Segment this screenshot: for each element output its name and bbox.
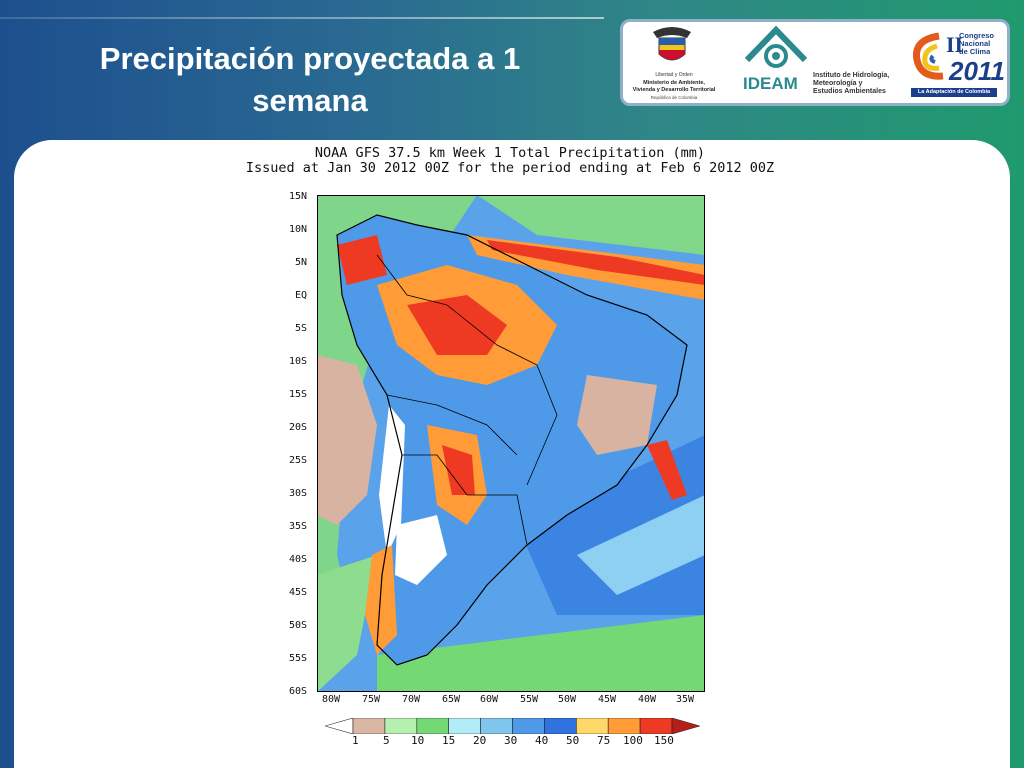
southern-andes-precipitation <box>365 545 397 655</box>
colorbar-tick-label: 75 <box>597 734 611 747</box>
lat-label: EQ <box>295 290 308 301</box>
colombia-heavy-precipitation <box>337 235 387 285</box>
lon-label: 50W <box>558 694 577 705</box>
colorbar-segment <box>325 718 354 734</box>
lat-label: 15S <box>289 389 308 400</box>
coastline <box>336 214 688 666</box>
colorbar <box>325 718 700 734</box>
ideam-name: IDEAM <box>743 74 798 93</box>
map-title-line2: Issued at Jan 30 2012 00Z for the period… <box>245 160 775 176</box>
slide-title: Precipitación proyectada a 1 semana <box>99 41 521 118</box>
atlantic-light-band <box>577 495 705 595</box>
colorbar-tick-label: 40 <box>535 734 549 747</box>
colorbar-segment <box>544 718 577 734</box>
ministry-line3: República de Colombia <box>650 95 698 100</box>
pacific-dry-zone <box>317 355 377 525</box>
chaco-core-precipitation <box>442 445 475 495</box>
lat-label: 5S <box>295 323 308 334</box>
ideam-line3: Estudios Ambientales <box>813 88 886 95</box>
colorbar-tick-label: 20 <box>473 734 487 747</box>
map-frame <box>317 195 705 692</box>
lat-label: 25S <box>289 455 308 466</box>
ministry-line1: Ministerio de Ambiente, <box>643 80 705 86</box>
colorbar-segment <box>416 718 449 734</box>
colorbar-tick-label: 15 <box>442 734 456 747</box>
lat-label: 10S <box>289 356 308 367</box>
congreso-numeral: II <box>946 32 964 57</box>
colorbar-segment <box>671 718 700 734</box>
congreso-year: 2011 <box>949 56 1005 86</box>
itcz-core <box>487 240 705 285</box>
colorbar-segment <box>576 718 609 734</box>
lon-label: 70W <box>402 694 421 705</box>
congreso-line1: Congreso <box>959 31 995 40</box>
ministry-line2: Vivienda y Desarrollo Territorial <box>632 87 716 93</box>
lat-label: 35S <box>289 521 308 532</box>
country-borders <box>376 254 558 546</box>
ideam-logo-icon <box>744 25 808 68</box>
lon-label: 65W <box>442 694 461 705</box>
patagonia-dry-area <box>395 515 447 585</box>
congreso-tagline: La Adaptación de Colombia <box>911 88 997 97</box>
colorbar-segment <box>607 718 641 734</box>
colorbar-segment <box>384 718 418 734</box>
lat-label: 20S <box>289 422 308 433</box>
northeast-brazil-dry-area <box>577 375 657 455</box>
ministry-motto: Libertad y Orden <box>655 72 693 78</box>
lat-label: 40S <box>289 554 308 565</box>
colorbar-segment <box>639 718 673 734</box>
congreso-line3: de Clima <box>959 47 991 56</box>
lat-label: 60S <box>289 686 308 697</box>
precipitation-map <box>317 195 705 692</box>
colorbar-tick-label: 50 <box>566 734 580 747</box>
colorbar-tick-label: 5 <box>383 734 390 747</box>
lat-label: 55S <box>289 653 308 664</box>
lon-label: 80W <box>322 694 341 705</box>
colorbar-segment <box>512 718 545 734</box>
lat-label: 10N <box>289 224 308 235</box>
congreso-line2: Nacional <box>959 39 991 48</box>
colorbar-segment <box>352 718 386 734</box>
congreso-swirl-icon <box>912 32 944 80</box>
lon-label: 55W <box>520 694 539 705</box>
lat-label: 5N <box>295 257 308 268</box>
amazon-core-precipitation <box>407 295 507 355</box>
south-pacific-band <box>317 555 377 692</box>
colombia-coat-of-arms-icon <box>653 27 691 61</box>
lon-label: 35W <box>676 694 695 705</box>
southern-ocean-band <box>377 615 705 692</box>
colorbar-tick-label: 100 <box>623 734 643 747</box>
lat-label: 50S <box>289 620 308 631</box>
map-title: NOAA GFS 37.5 km Week 1 Total Precipitat… <box>200 146 820 176</box>
colorbar-segment <box>448 718 481 734</box>
logos-panel: Libertad y Orden Ministerio de Ambiente,… <box>620 19 1010 106</box>
colorbar-tick-label: 30 <box>504 734 518 747</box>
lat-label: 30S <box>289 488 308 499</box>
lat-label: 15N <box>289 191 308 202</box>
atlantic-storm-band <box>647 440 687 500</box>
colorbar-segment <box>480 718 513 734</box>
colorbar-tick-label: 150 <box>654 734 674 747</box>
north-atlantic-green <box>477 195 705 255</box>
colorbar-tick-label: 1 <box>352 734 359 747</box>
ideam-line2: Meteorología y <box>813 80 863 87</box>
lon-label: 45W <box>598 694 617 705</box>
header-divider-line <box>0 17 604 19</box>
lon-label: 75W <box>362 694 381 705</box>
lat-label: 45S <box>289 587 308 598</box>
ideam-line1: Instituto de Hidrología, <box>813 72 890 79</box>
colorbar-tick-label: 10 <box>411 734 425 747</box>
map-title-line1: NOAA GFS 37.5 km Week 1 Total Precipitat… <box>314 145 706 161</box>
lon-label: 60W <box>480 694 499 705</box>
lon-label: 40W <box>638 694 657 705</box>
